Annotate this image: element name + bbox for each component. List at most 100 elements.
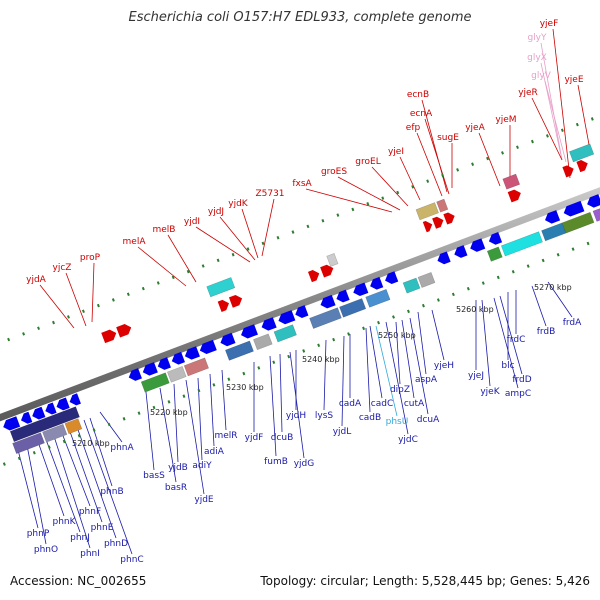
gene-leader-line: [540, 62, 563, 161]
forward-strand-gene: [576, 160, 588, 173]
gene-label-fumB: fumB: [264, 457, 288, 467]
gene-label-ampC: ampC: [505, 389, 531, 399]
gene-leader-line: [269, 355, 277, 457]
kbp-tick-label: 5270 kbp: [534, 283, 572, 292]
gene-leader-line: [544, 80, 567, 163]
gene-leader-line: [219, 216, 256, 261]
gene-leader-line: [371, 166, 409, 207]
gene-leader-line: [305, 188, 393, 213]
gene-label-efp: efp: [406, 123, 421, 133]
kbp-tick-label: 5220 kbp: [150, 408, 188, 417]
gene-operon-block: [140, 372, 170, 393]
gene-leader-line: [424, 118, 450, 195]
gene-label-sugE: sugE: [437, 133, 459, 143]
gene-leader-line: [99, 411, 123, 443]
gene-leader-line: [279, 353, 283, 433]
gene-label-melB: melB: [153, 225, 176, 235]
gene-label-cadC: cadC: [371, 399, 393, 409]
gene-operon-block: [183, 357, 209, 377]
gene-label-phnB: phnB: [100, 487, 123, 497]
gene-label-frdA: frdA: [563, 318, 582, 328]
gene-label-adiA: adiA: [204, 447, 225, 457]
gene-label-glyV: glyV: [531, 71, 552, 81]
gene-label-yjeA: yjeA: [465, 123, 485, 133]
gene-label-basS: basS: [143, 471, 165, 481]
forward-strand-gene: [422, 220, 433, 233]
reverse-strand-gene: [295, 305, 309, 318]
reverse-strand-gene: [261, 317, 277, 331]
gene-leader-line: [75, 423, 117, 539]
gene-label-phnD: phnD: [104, 539, 128, 549]
reverse-strand-gene: [336, 289, 350, 303]
gene-label-phnF: phnF: [79, 507, 101, 517]
reverse-strand-gene: [128, 368, 142, 381]
gene-leader-line: [365, 327, 371, 413]
gene-leader-line: [401, 319, 415, 399]
gene-label-melR: melR: [214, 431, 237, 441]
gene-operon-block: [486, 246, 503, 262]
gene-label-yjeH: yjeH: [434, 361, 454, 371]
forward-strand-gene: [320, 264, 334, 278]
gene-operon-block: [273, 324, 297, 343]
gene-leader-line: [431, 309, 445, 361]
gene-operon-block: [569, 143, 595, 163]
gene-operon-block: [12, 432, 45, 454]
gene-leader-line: [385, 321, 409, 435]
reverse-strand-gene: [470, 238, 486, 252]
reverse-strand-gene: [56, 397, 70, 411]
gene-leader-line: [35, 435, 65, 517]
gene-operon-block: [9, 406, 80, 443]
gene-label-dcuB: dcuB: [271, 433, 294, 443]
forward-strand-gene: [432, 216, 444, 229]
reverse-strand-gene: [69, 393, 81, 406]
forward-strand-gene: [507, 189, 521, 203]
gene-label-yjeI: yjeI: [388, 147, 404, 157]
gene-leader-line: [43, 433, 81, 533]
gene-label-groEL: groEL: [355, 157, 380, 167]
gene-label-yjeF: yjeF: [540, 19, 559, 29]
gene-operon-block: [309, 307, 342, 329]
forward-strand-gene: [307, 270, 320, 283]
reverse-strand-gene: [385, 271, 399, 285]
reverse-strand-gene: [241, 324, 258, 339]
reverse-strand-gene: [220, 332, 236, 347]
gene-operon-block: [436, 198, 449, 213]
gene-operon-block: [339, 298, 367, 318]
gene-operon-block: [417, 272, 436, 288]
gene-operon-block: [502, 173, 521, 190]
gene-label-dipZ: dipZ: [390, 385, 410, 395]
reverse-strand-gene: [587, 194, 600, 208]
reverse-strand-gene: [353, 282, 369, 297]
map-title: Escherichia coli O157:H7 EDL933, complet…: [128, 10, 472, 25]
gene-leader-line: [25, 439, 47, 545]
reverse-strand-gene: [142, 362, 158, 376]
gene-label-yjeJ: yjeJ: [468, 371, 484, 381]
gene-leader-line: [15, 441, 39, 529]
gene-operon-block: [42, 423, 68, 443]
gene-label-yjdH: yjdH: [286, 411, 306, 421]
gene-label-yjeR: yjeR: [518, 88, 538, 98]
gene-operon-block: [541, 222, 567, 242]
gene-leader-line: [67, 425, 103, 523]
gene-leader-line: [261, 198, 275, 257]
gene-operon-block: [415, 202, 439, 221]
kbp-tick-label: 5260 kbp: [456, 305, 494, 314]
genome-backbone: [0, 187, 600, 422]
gene-leader-line: [369, 325, 383, 399]
gene-leader-line: [91, 262, 95, 323]
forward-strand-gene: [116, 324, 132, 338]
gene-leader-line: [552, 28, 571, 179]
reverse-strand-gene: [199, 339, 217, 355]
genome-summary-text: Topology: circular; Length: 5,528,445 bp…: [260, 574, 590, 588]
gene-operon-block: [326, 253, 339, 267]
gene-label-cadB: cadB: [359, 413, 381, 423]
gene-label-phnE: phnE: [91, 523, 114, 533]
gene-label-phsU: phsU: [386, 417, 409, 427]
forward-strand-gene: [217, 299, 230, 312]
gene-label-aspA: aspA: [415, 375, 438, 385]
reverse-strand-gene: [171, 351, 185, 365]
gene-leader-line: [65, 272, 87, 327]
gene-leader-line: [323, 339, 327, 411]
gene-leader-line: [341, 335, 345, 427]
